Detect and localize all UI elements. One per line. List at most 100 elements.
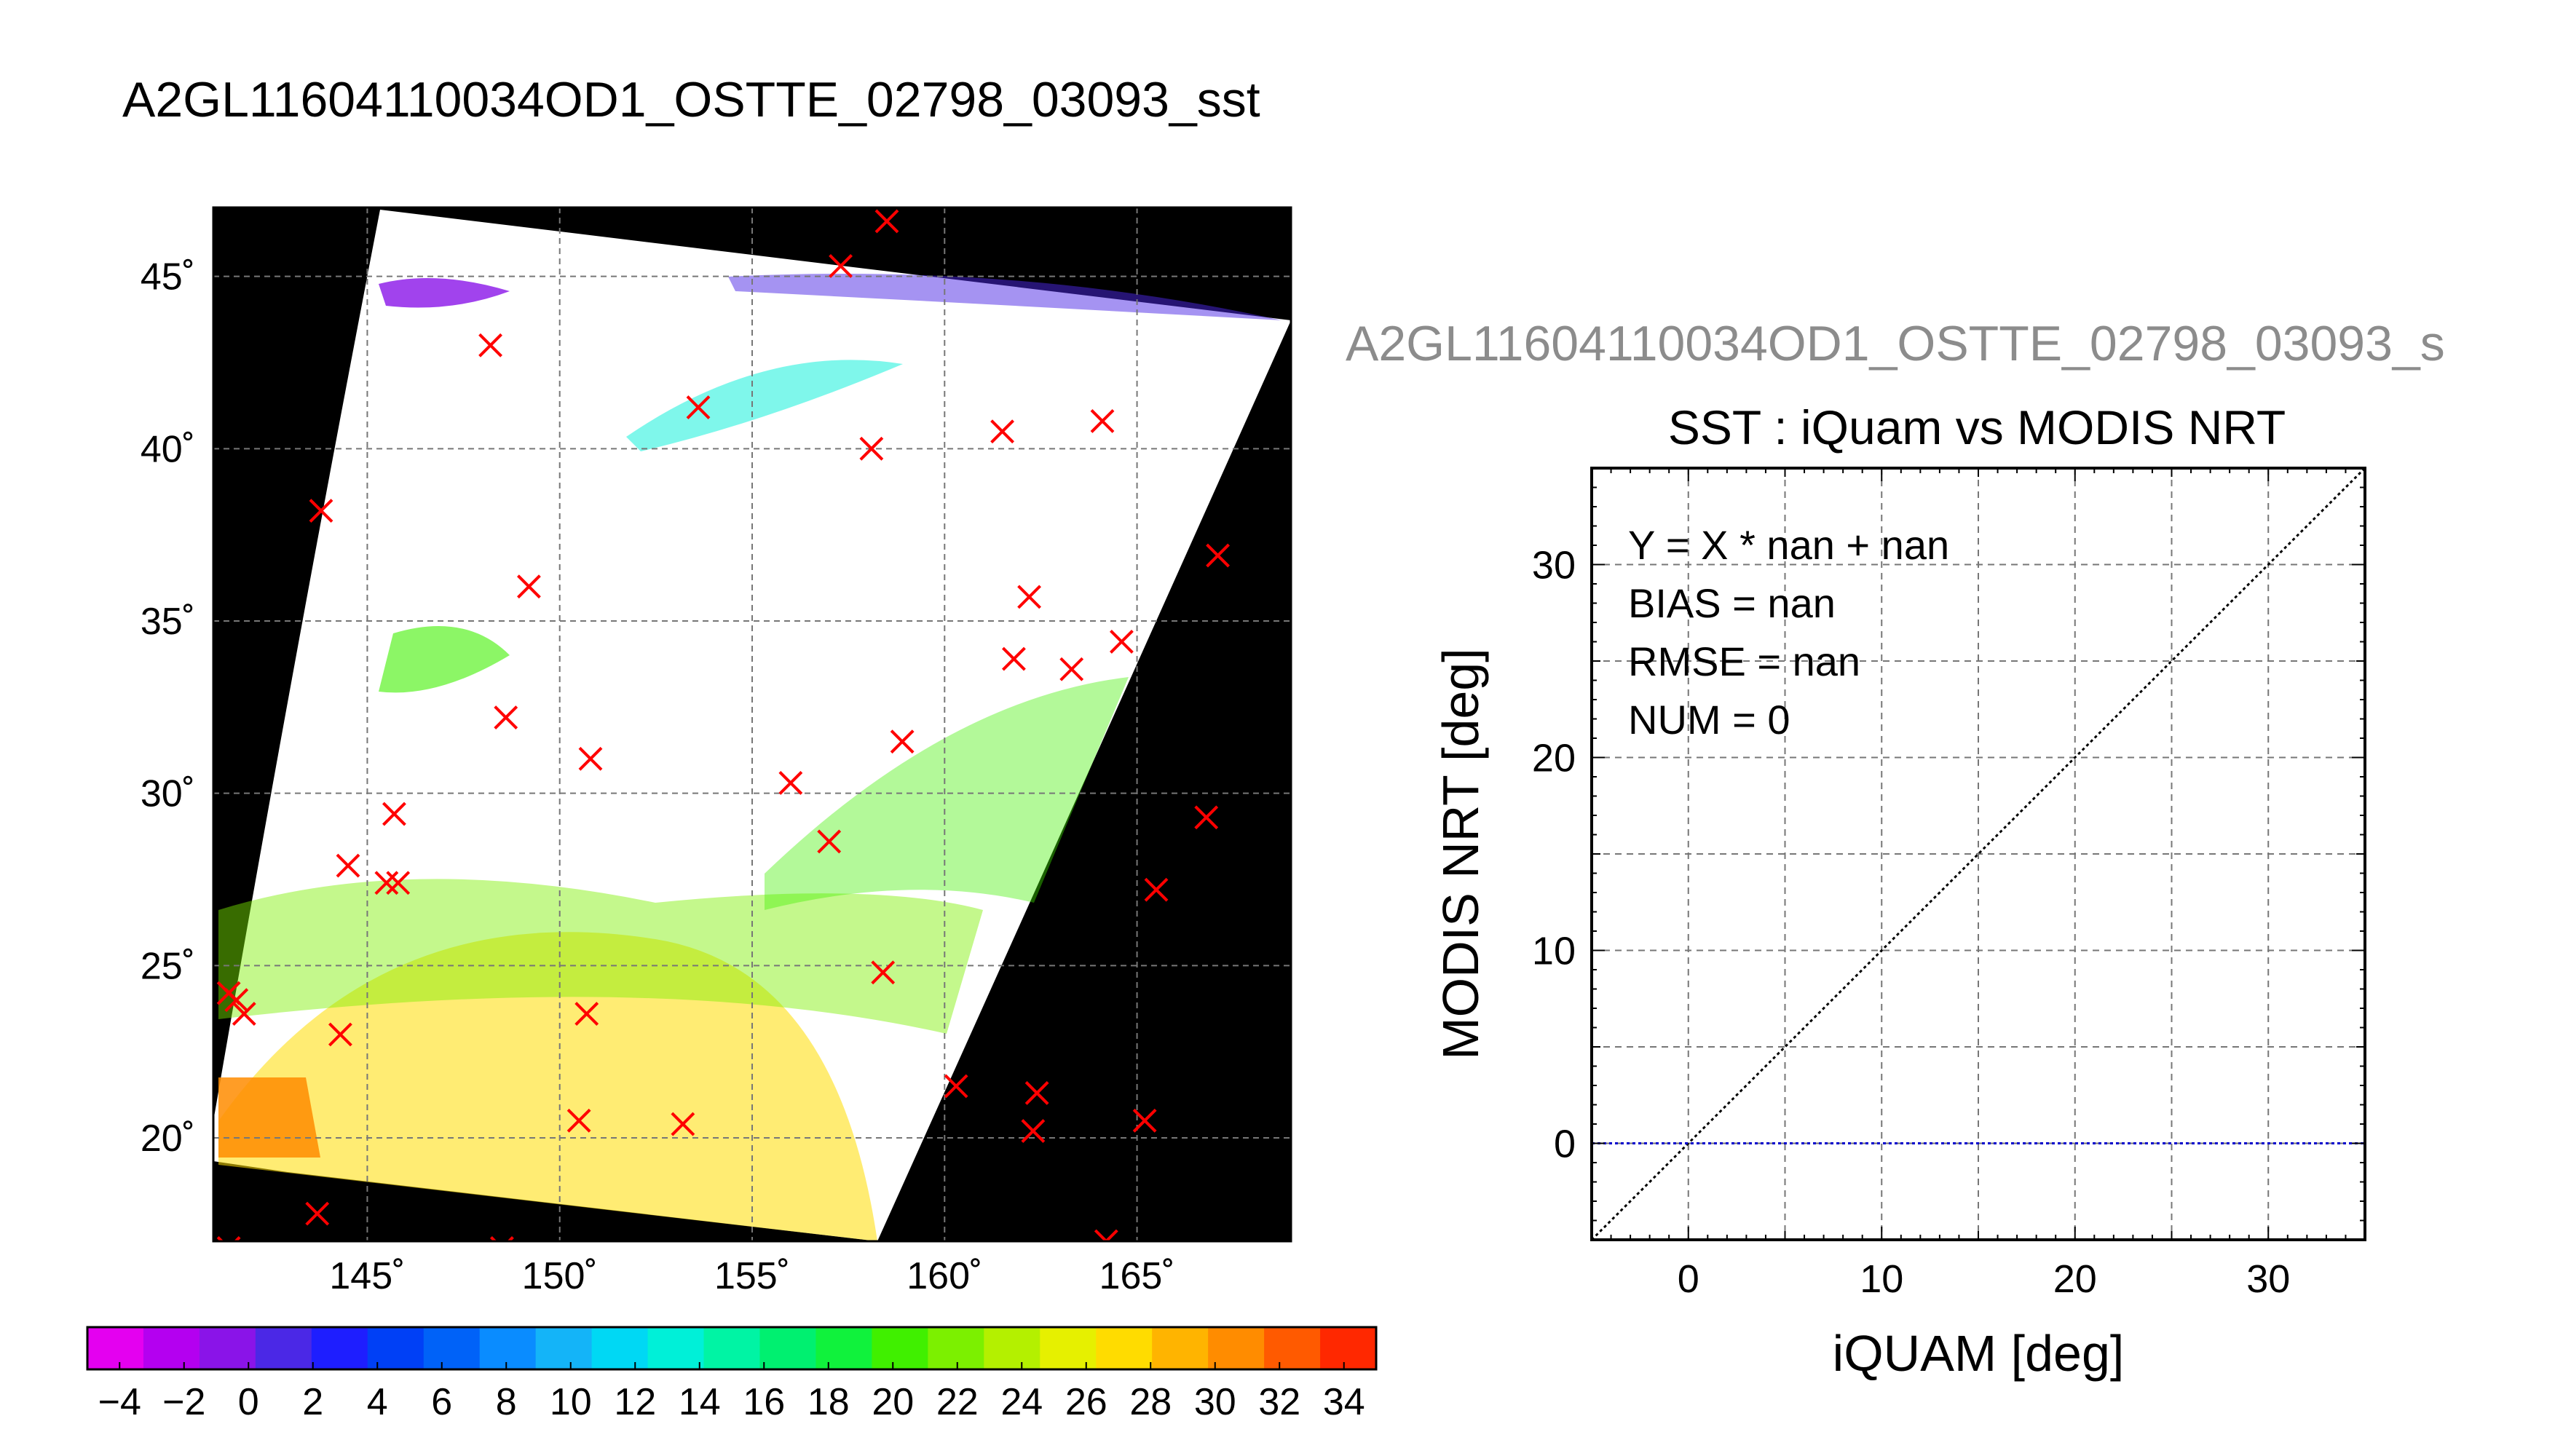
matchup-marker: [871, 960, 896, 985]
colorbar-cell: [816, 1327, 872, 1369]
colorbar-cell: [1320, 1327, 1377, 1369]
colorbar-cell: [423, 1327, 481, 1369]
matchup-marker: [1024, 1081, 1049, 1105]
matchup-marker: [829, 254, 853, 278]
matchup-marker: [817, 829, 842, 854]
sst-patch: [379, 278, 510, 308]
sst-patch: [218, 1077, 320, 1158]
colorbar-cell: [647, 1327, 705, 1369]
scatter-annotation: Y = X * nan + nan: [1628, 522, 1949, 568]
matchup-marker: [224, 988, 249, 1013]
scatter-ylabel: MODIS NRT [deg]: [1432, 648, 1489, 1059]
scatter-annotation: BIAS = nan: [1628, 580, 1836, 626]
map-xtick-label: 155˚: [714, 1255, 790, 1297]
scatter-overlay-title: A2GL11604110034OD1_OSTTE_02798_03093_s: [1346, 316, 2445, 371]
colorbar-cell: [928, 1327, 984, 1369]
matchup-marker: [686, 395, 711, 419]
scatter-ytick-label: 30: [1532, 544, 1576, 587]
matchup-marker: [1110, 629, 1134, 654]
matchup-marker: [671, 1112, 695, 1136]
matchup-marker: [944, 1074, 968, 1099]
colorbar-cell: [1152, 1327, 1209, 1369]
colorbar-cell: [1096, 1327, 1153, 1369]
scatter-tick-labels: 0 10 20 30 0 10 20 30: [1532, 544, 2290, 1302]
matchup-markers: [216, 209, 1230, 1241]
map-xtick-label: 165˚: [1099, 1255, 1175, 1297]
map-xtick-label: 160˚: [907, 1255, 982, 1297]
colorbar-tick-label: −2: [162, 1381, 205, 1423]
scatter-xtick-label: 20: [2053, 1257, 2097, 1301]
scatter-xtick-label: 30: [2246, 1257, 2290, 1301]
colorbar-cell: [479, 1327, 537, 1369]
colorbar-cell: [984, 1327, 1040, 1369]
colorbar-tick-label: 28: [1129, 1381, 1172, 1423]
colorbar-tick-label: 10: [550, 1381, 592, 1423]
scatter-xlabel: iQUAM [deg]: [1833, 1325, 2125, 1382]
colorbar-frame: [86, 1326, 1378, 1371]
colorbar-cell: [87, 1327, 144, 1369]
matchup-marker: [566, 1108, 591, 1133]
matchup-marker: [578, 746, 603, 771]
sst-patch: [765, 677, 1129, 910]
scatter-xtick-label: 0: [1678, 1257, 1699, 1301]
colorbar-cell: [703, 1327, 760, 1369]
matchup-marker: [778, 771, 803, 795]
map-ytick-label: 30˚: [141, 773, 195, 815]
colorbar-cell: [255, 1327, 312, 1369]
colorbar-tick-label: 30: [1194, 1381, 1236, 1423]
colorbar-cell: [872, 1327, 928, 1369]
matchup-marker: [1002, 646, 1026, 671]
matchup-marker: [494, 705, 518, 729]
map-xtick-label: 150˚: [522, 1255, 598, 1297]
matchup-marker: [336, 853, 360, 878]
colorbar-cell: [311, 1327, 368, 1369]
colorbar-tick-label: 14: [679, 1381, 721, 1423]
colorbar-cell: [535, 1327, 593, 1369]
colorbar-tick-label: 8: [496, 1381, 517, 1423]
matchup-marker: [874, 209, 899, 234]
sst-patch: [218, 932, 877, 1241]
sst-patches: [218, 274, 1282, 1241]
colorbar-tick-label: 6: [431, 1381, 452, 1423]
one-to-one-line: [1592, 468, 2365, 1240]
colorbar-cell: [1040, 1327, 1097, 1369]
matchup-marker: [382, 802, 406, 826]
colorbar: −4 −2 0 2 4 6 8 10 12 14 16 18 20 22 24 26 28 30 32 34: [86, 1326, 1378, 1423]
scatter-annotation: RMSE = nan: [1628, 638, 1860, 684]
page-title: A2GL11604110034OD1_OSTTE_02798_03093_sst: [122, 72, 1260, 127]
colorbar-cell: [199, 1327, 256, 1369]
matchup-marker: [1094, 1229, 1118, 1241]
sst-patch: [379, 626, 510, 693]
matchup-marker: [309, 499, 333, 523]
map-ytick-label: 40˚: [141, 428, 195, 470]
colorbar-cell: [367, 1327, 424, 1369]
scatter-panel: Y = X * nan + nan BIAS = nan RMSE = nan NUM…: [1432, 467, 2366, 1382]
matchup-marker: [1090, 409, 1115, 433]
scatter-annotations: Y = X * nan + nan BIAS = nan RMSE = nan NUM…: [1628, 522, 1949, 743]
colorbar-cell: [143, 1327, 200, 1369]
matchup-marker: [1017, 585, 1041, 609]
map-frame: [212, 206, 1292, 1243]
map-ytick-label: 35˚: [141, 601, 195, 643]
matchup-marker: [1194, 805, 1219, 830]
matchup-marker: [517, 574, 541, 599]
colorbar-tick-label: 18: [807, 1381, 850, 1423]
matchup-marker: [1059, 657, 1084, 681]
scatter-ytick-label: 10: [1532, 930, 1576, 973]
matchup-marker: [574, 1002, 599, 1026]
colorbar-tick-label: 24: [1000, 1381, 1043, 1423]
colorbar-tick-label: 26: [1065, 1381, 1107, 1423]
map-ytick-label: 20˚: [141, 1117, 195, 1160]
map-ytick-label: 25˚: [141, 945, 195, 987]
map-xtick-label: 145˚: [329, 1255, 405, 1297]
colorbar-cell: [1264, 1327, 1321, 1369]
map-ytick-label: 45˚: [141, 256, 195, 298]
matchup-marker: [328, 1022, 352, 1047]
matchup-marker: [890, 729, 915, 754]
map-panel: 145˚ 150˚ 155˚ 160˚ 165˚ 20˚ 25˚ 30˚ 35˚ 40˚ 45˚: [141, 206, 1292, 1297]
scatter-series: [1592, 468, 2365, 1240]
sst-patch: [626, 360, 903, 451]
colorbar-tick-label: 22: [936, 1381, 979, 1423]
map-tick-labels: 145˚ 150˚ 155˚ 160˚ 165˚ 20˚ 25˚ 30˚ 35˚ 40˚ 45˚: [141, 256, 1175, 1297]
